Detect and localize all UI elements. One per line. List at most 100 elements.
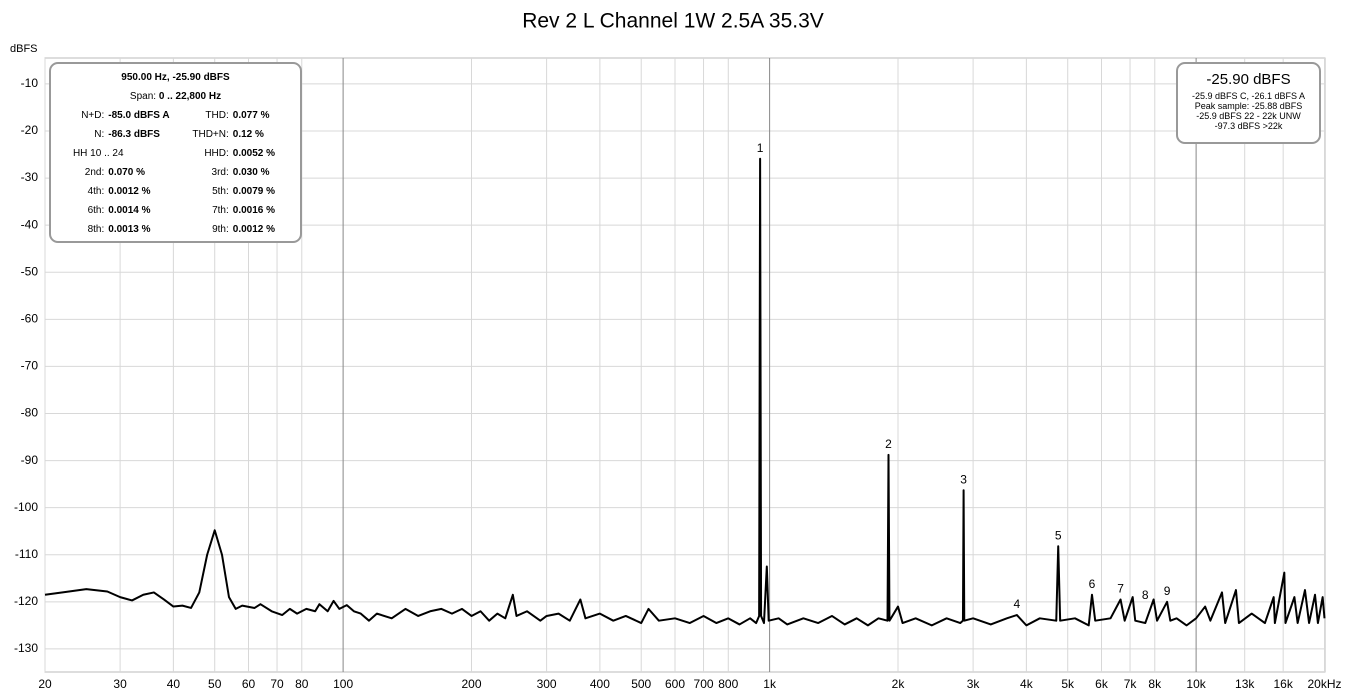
info-header: 950.00 Hz, -25.90 dBFS bbox=[121, 72, 230, 83]
info-label: 4th: bbox=[87, 186, 105, 197]
y-tick-label: -90 bbox=[21, 453, 39, 467]
x-tick-label: 8k bbox=[1148, 677, 1162, 691]
y-tick-label: -60 bbox=[21, 311, 39, 325]
x-tick-label: 2k bbox=[892, 677, 906, 691]
y-tick-label: -120 bbox=[14, 594, 38, 608]
span-label: Span: bbox=[129, 91, 157, 102]
harmonic-label: 6 bbox=[1089, 577, 1096, 591]
x-tick-label: 30 bbox=[113, 677, 127, 691]
info-cell: 8th: 0.0013 % bbox=[51, 224, 176, 243]
chart-title: Rev 2 L Channel 1W 2.5A 35.3V bbox=[522, 10, 824, 33]
info-cell: HHD: 0.0052 % bbox=[176, 148, 301, 167]
info-value: -85.0 dBFS A bbox=[108, 110, 170, 121]
spectrum-line bbox=[44, 157, 1326, 627]
y-tick-label: -80 bbox=[21, 406, 39, 420]
info-label: N: bbox=[94, 129, 105, 140]
x-tick-label: 40 bbox=[167, 677, 181, 691]
x-tick-label: 7k bbox=[1124, 677, 1138, 691]
info-label: HHD: bbox=[204, 148, 229, 159]
info-label: THD: bbox=[205, 110, 229, 121]
y-tick-label: -50 bbox=[21, 264, 39, 278]
info-cell: 5th: 0.0079 % bbox=[176, 186, 301, 205]
y-tick-label: -130 bbox=[14, 641, 38, 655]
info-label: 5th: bbox=[212, 186, 229, 197]
y-tick-label: -110 bbox=[15, 547, 38, 561]
harmonic-label: 7 bbox=[1117, 582, 1124, 596]
y-axis-label: dBFS bbox=[10, 43, 38, 55]
level-line: Peak sample: -25.88 dBFS bbox=[1194, 101, 1303, 111]
info-cell: 3rd: 0.030 % bbox=[176, 167, 301, 186]
level-line: -25.9 dBFS 22 - 22k UNW bbox=[1196, 111, 1301, 121]
info-cell: THD+N: 0.12 % bbox=[176, 129, 301, 148]
x-tick-label: 50 bbox=[208, 677, 222, 691]
info-label: 2nd: bbox=[84, 167, 105, 178]
info-row: 6th: 0.0014 % 7th: 0.0016 % bbox=[51, 205, 300, 224]
info-span: Span: 0 .. 22,800 Hz bbox=[51, 91, 300, 110]
info-value: 0.0052 % bbox=[232, 148, 276, 159]
harmonic-label: 2 bbox=[885, 437, 892, 451]
info-box: 950.00 Hz, -25.90 dBFS Span: 0 .. 22,800 … bbox=[49, 62, 302, 243]
y-tick-label: -30 bbox=[21, 170, 39, 184]
info-row: 4th: 0.0012 % 5th: 0.0079 % bbox=[51, 186, 300, 205]
info-value: 0.12 % bbox=[232, 129, 264, 140]
x-tick-label: 300 bbox=[537, 677, 557, 691]
harmonic-label: 1 bbox=[757, 141, 764, 155]
x-tick-label: 80 bbox=[295, 677, 309, 691]
harmonic-label: 9 bbox=[1164, 584, 1171, 598]
info-value: 0.0079 % bbox=[232, 186, 276, 197]
info-label: 6th: bbox=[87, 205, 105, 216]
info-label: HH 10 .. 24 bbox=[72, 148, 124, 159]
y-tick-label: -40 bbox=[21, 217, 39, 231]
harmonic-label: 5 bbox=[1055, 528, 1062, 542]
info-label: THD+N: bbox=[192, 129, 229, 140]
info-row: 2nd: 0.070 % 3rd: 0.030 % bbox=[51, 167, 300, 186]
x-tick-label: 6k bbox=[1095, 677, 1109, 691]
info-cell: N: -86.3 dBFS bbox=[51, 129, 176, 148]
level-line: -25.9 dBFS C, -26.1 dBFS A bbox=[1191, 91, 1306, 101]
info-cell: 4th: 0.0012 % bbox=[51, 186, 176, 205]
harmonic-label: 3 bbox=[960, 472, 967, 486]
info-label: 3rd: bbox=[211, 167, 229, 178]
info-value: 0.0012 % bbox=[108, 186, 151, 197]
info-label: 9th: bbox=[212, 224, 229, 235]
info-row: N: -86.3 dBFS THD+N: 0.12 % bbox=[51, 129, 300, 148]
x-tick-label: 400 bbox=[590, 677, 610, 691]
info-value: 0.0012 % bbox=[232, 224, 276, 235]
x-tick-label: 700 bbox=[694, 677, 714, 691]
harmonic-label: 8 bbox=[1142, 588, 1149, 602]
level-box: -25.90 dBFS -25.9 dBFS C, -26.1 dBFS A Pea… bbox=[1176, 62, 1321, 144]
x-tick-label: 1k bbox=[763, 677, 777, 691]
x-tick-label: 100 bbox=[333, 677, 353, 691]
y-tick-label: -10 bbox=[21, 76, 39, 90]
info-value: -86.3 dBFS bbox=[108, 129, 160, 140]
info-row: N+D: -85.0 dBFS A THD: 0.077 % bbox=[51, 110, 300, 129]
y-tick-label: -100 bbox=[14, 500, 38, 514]
info-cell: 6th: 0.0014 % bbox=[51, 205, 176, 224]
info-label: N+D: bbox=[81, 110, 105, 121]
level-value: -25.90 dBFS bbox=[1206, 71, 1291, 88]
info-value: 0.077 % bbox=[232, 110, 270, 121]
info-cell: HH 10 .. 24 bbox=[51, 148, 176, 167]
x-tick-label: 20 bbox=[38, 677, 52, 691]
info-cell: N+D: -85.0 dBFS A bbox=[51, 110, 176, 129]
y-tick-label: -20 bbox=[21, 123, 39, 137]
x-tick-label: 16k bbox=[1273, 677, 1293, 691]
info-value: 0.0014 % bbox=[108, 205, 151, 216]
x-tick-label: 10k bbox=[1186, 677, 1206, 691]
info-cell: 2nd: 0.070 % bbox=[51, 167, 176, 186]
x-tick-label: 13k bbox=[1235, 677, 1255, 691]
info-value: 0.070 % bbox=[108, 167, 145, 178]
info-label: 8th: bbox=[87, 224, 105, 235]
x-tick-label: 60 bbox=[242, 677, 256, 691]
x-tick-label: 200 bbox=[461, 677, 481, 691]
info-value: 0.030 % bbox=[232, 167, 270, 178]
span-value: 0 .. 22,800 Hz bbox=[158, 91, 222, 102]
info-cell: 9th: 0.0012 % bbox=[176, 224, 301, 243]
harmonic-label: 4 bbox=[1014, 597, 1021, 611]
x-tick-label: 3k bbox=[967, 677, 981, 691]
x-tick-label: 800 bbox=[718, 677, 738, 691]
y-tick-label: -70 bbox=[21, 359, 39, 373]
info-row: 8th: 0.0013 % 9th: 0.0012 % bbox=[51, 224, 300, 243]
level-line: -97.3 dBFS >22k bbox=[1214, 121, 1283, 131]
